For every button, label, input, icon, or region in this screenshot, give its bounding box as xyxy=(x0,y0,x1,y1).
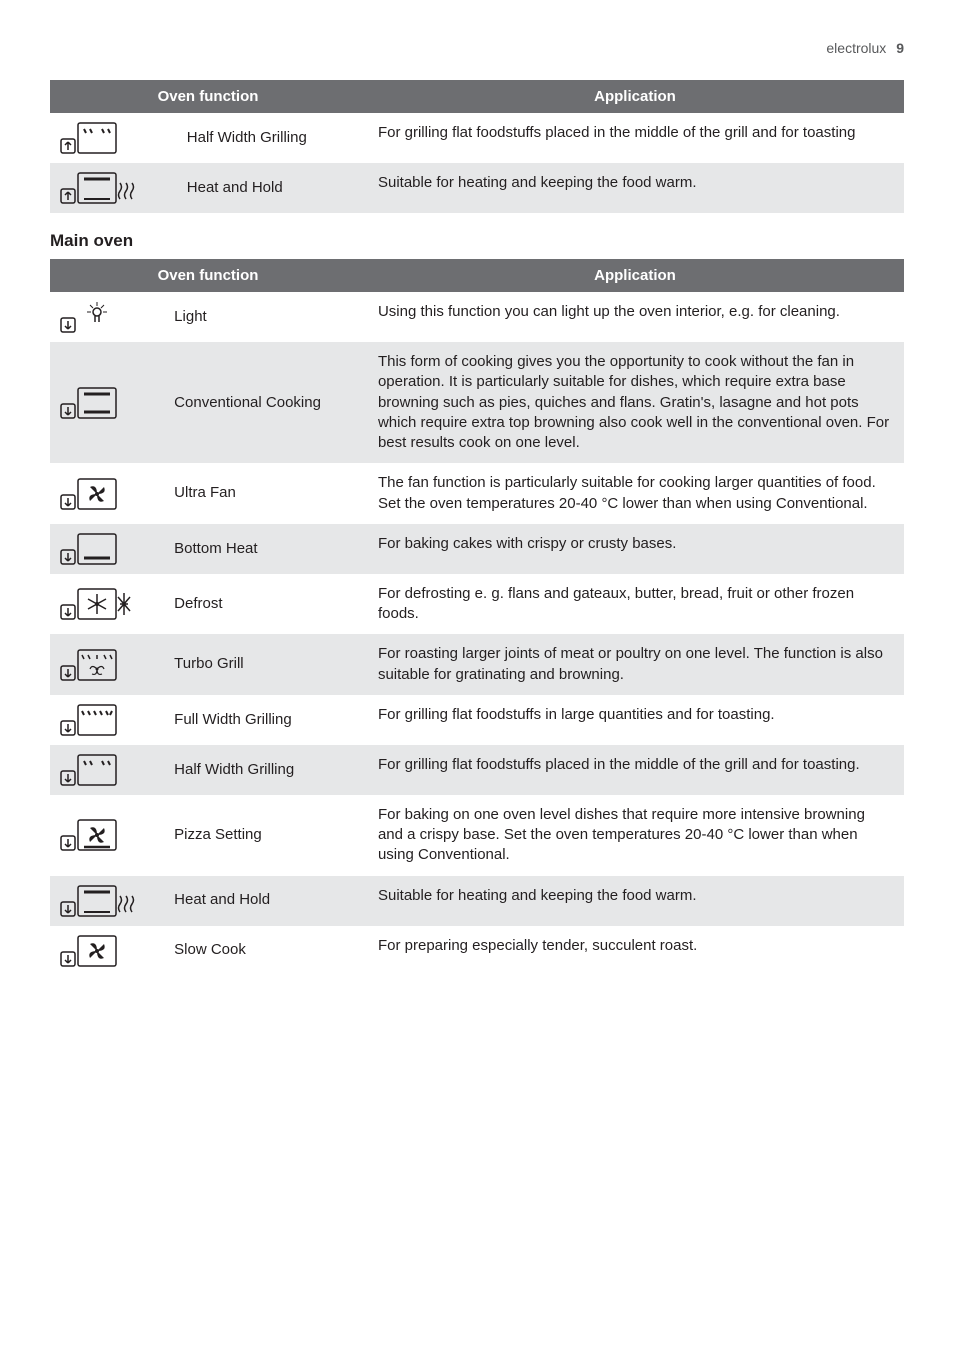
table-row: Turbo GrillFor roasting larger joints of… xyxy=(50,634,904,695)
function-name: Full Width Grilling xyxy=(162,695,366,745)
function-name: Defrost xyxy=(162,574,366,635)
col-header-application: Application xyxy=(366,259,904,292)
half-grill-icon xyxy=(50,745,162,795)
defrost-icon xyxy=(50,574,162,635)
table-row: Heat and HoldSuitable for heating and ke… xyxy=(50,876,904,926)
application-text: For grilling flat foodstuffs placed in t… xyxy=(366,745,904,795)
table-row: Ultra FanThe fan function is particularl… xyxy=(50,463,904,524)
table-row: Pizza SettingFor baking on one oven leve… xyxy=(50,795,904,876)
section-title-main-oven: Main oven xyxy=(50,231,904,251)
function-name: Pizza Setting xyxy=(162,795,366,876)
table-row: Half Width GrillingFor grilling flat foo… xyxy=(50,113,904,163)
function-name: Bottom Heat xyxy=(162,524,366,574)
application-text: Using this function you can light up the… xyxy=(366,292,904,342)
slow-cook-icon xyxy=(50,926,162,976)
pizza-icon xyxy=(50,795,162,876)
col-header-function: Oven function xyxy=(50,259,366,292)
application-text: For grilling flat foodstuffs in large qu… xyxy=(366,695,904,745)
table-row: Bottom HeatFor baking cakes with crispy … xyxy=(50,524,904,574)
table-row: LightUsing this function you can light u… xyxy=(50,292,904,342)
application-text: For roasting larger joints of meat or po… xyxy=(366,634,904,695)
table-row: Conventional CookingThis form of cooking… xyxy=(50,342,904,463)
function-name: Heat and Hold xyxy=(175,163,366,213)
application-text: The fan function is particularly suitabl… xyxy=(366,463,904,524)
half-grill-up-icon xyxy=(50,113,175,163)
conventional-icon xyxy=(50,342,162,463)
page-header: electrolux 9 xyxy=(50,40,904,56)
table-row: Heat and HoldSuitable for heating and ke… xyxy=(50,163,904,213)
function-name: Heat and Hold xyxy=(162,876,366,926)
application-text: This form of cooking gives you the oppor… xyxy=(366,342,904,463)
oven-function-table-main: Oven function Application LightUsing thi… xyxy=(50,259,904,976)
function-name: Light xyxy=(162,292,366,342)
application-text: For defrosting e. g. flans and gateaux, … xyxy=(366,574,904,635)
page-number: 9 xyxy=(896,40,904,56)
turbo-grill-icon xyxy=(50,634,162,695)
col-header-application: Application xyxy=(366,80,904,113)
function-name: Half Width Grilling xyxy=(162,745,366,795)
heat-hold-up-icon xyxy=(50,163,175,213)
table-row: Full Width GrillingFor grilling flat foo… xyxy=(50,695,904,745)
ultra-fan-icon xyxy=(50,463,162,524)
function-name: Half Width Grilling xyxy=(175,113,366,163)
heat-hold-icon xyxy=(50,876,162,926)
function-name: Ultra Fan xyxy=(162,463,366,524)
table-row: Half Width GrillingFor grilling flat foo… xyxy=(50,745,904,795)
col-header-function: Oven function xyxy=(50,80,366,113)
bottom-heat-icon xyxy=(50,524,162,574)
application-text: Suitable for heating and keeping the foo… xyxy=(366,163,904,213)
full-grill-icon xyxy=(50,695,162,745)
application-text: For preparing especially tender, succule… xyxy=(366,926,904,976)
oven-function-table-top: Oven function Application Half Width Gri… xyxy=(50,80,904,213)
application-text: For baking cakes with crispy or crusty b… xyxy=(366,524,904,574)
brand-text: electrolux xyxy=(826,40,886,56)
application-text: Suitable for heating and keeping the foo… xyxy=(366,876,904,926)
application-text: For grilling flat foodstuffs placed in t… xyxy=(366,113,904,163)
application-text: For baking on one oven level dishes that… xyxy=(366,795,904,876)
table-row: DefrostFor defrosting e. g. flans and ga… xyxy=(50,574,904,635)
function-name: Slow Cook xyxy=(162,926,366,976)
table-row: Slow CookFor preparing especially tender… xyxy=(50,926,904,976)
light-icon xyxy=(50,292,162,342)
function-name: Conventional Cooking xyxy=(162,342,366,463)
function-name: Turbo Grill xyxy=(162,634,366,695)
